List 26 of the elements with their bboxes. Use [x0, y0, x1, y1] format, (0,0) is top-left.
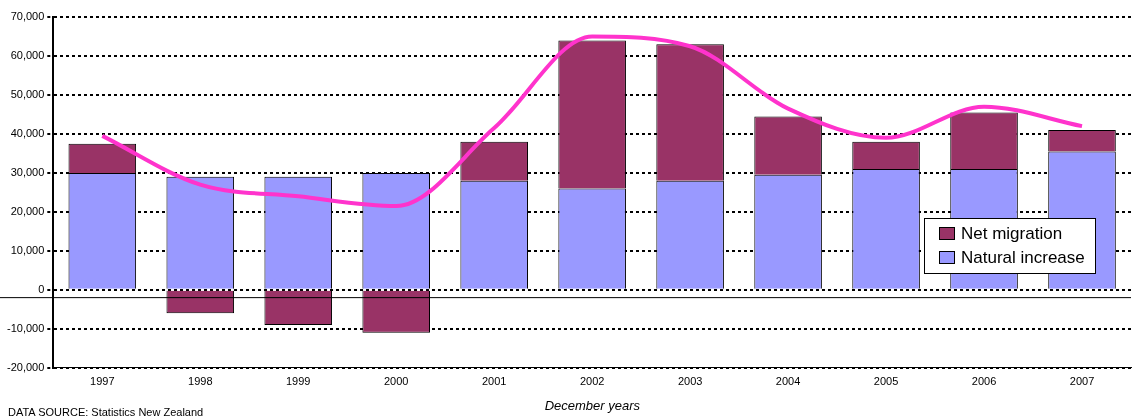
y-tick-label: 20,000 [10, 204, 45, 217]
x-tick-label: 2007 [1069, 375, 1095, 388]
x-axis-title: December years [544, 398, 641, 413]
x-tick-label: 2000 [383, 375, 409, 388]
x-tick-label: 2005 [873, 375, 899, 388]
x-tick-label: 1997 [90, 375, 115, 388]
y-tick-label: 60,000 [10, 49, 45, 62]
x-tick-label: 2004 [775, 375, 801, 388]
x-tick-label: 1998 [188, 375, 213, 388]
y-tick-label: 50,000 [10, 87, 45, 100]
y-tick-label: -20,000 [7, 360, 45, 373]
line-series [100, 34, 1085, 209]
source-note: DATA SOURCE: Statistics New Zealand [8, 406, 204, 418]
x-tick-label: 2001 [481, 375, 507, 388]
y-tick-label: -10,000 [7, 321, 45, 334]
y-tick-label: 40,000 [10, 126, 45, 139]
x-tick-label: 2003 [677, 375, 703, 388]
legend-label: Natural increase [961, 246, 1085, 269]
x-tick-label: 2006 [971, 375, 997, 388]
y-tick-label: 10,000 [10, 243, 45, 256]
x-tick-label: 1999 [286, 375, 311, 388]
x-tick-label: 2002 [579, 375, 605, 388]
y-tick-label: 0 [38, 282, 45, 295]
legend-label: Net migration [961, 222, 1063, 245]
y-tick-label: 30,000 [10, 165, 45, 178]
y-tick-label: 70,000 [10, 10, 45, 23]
